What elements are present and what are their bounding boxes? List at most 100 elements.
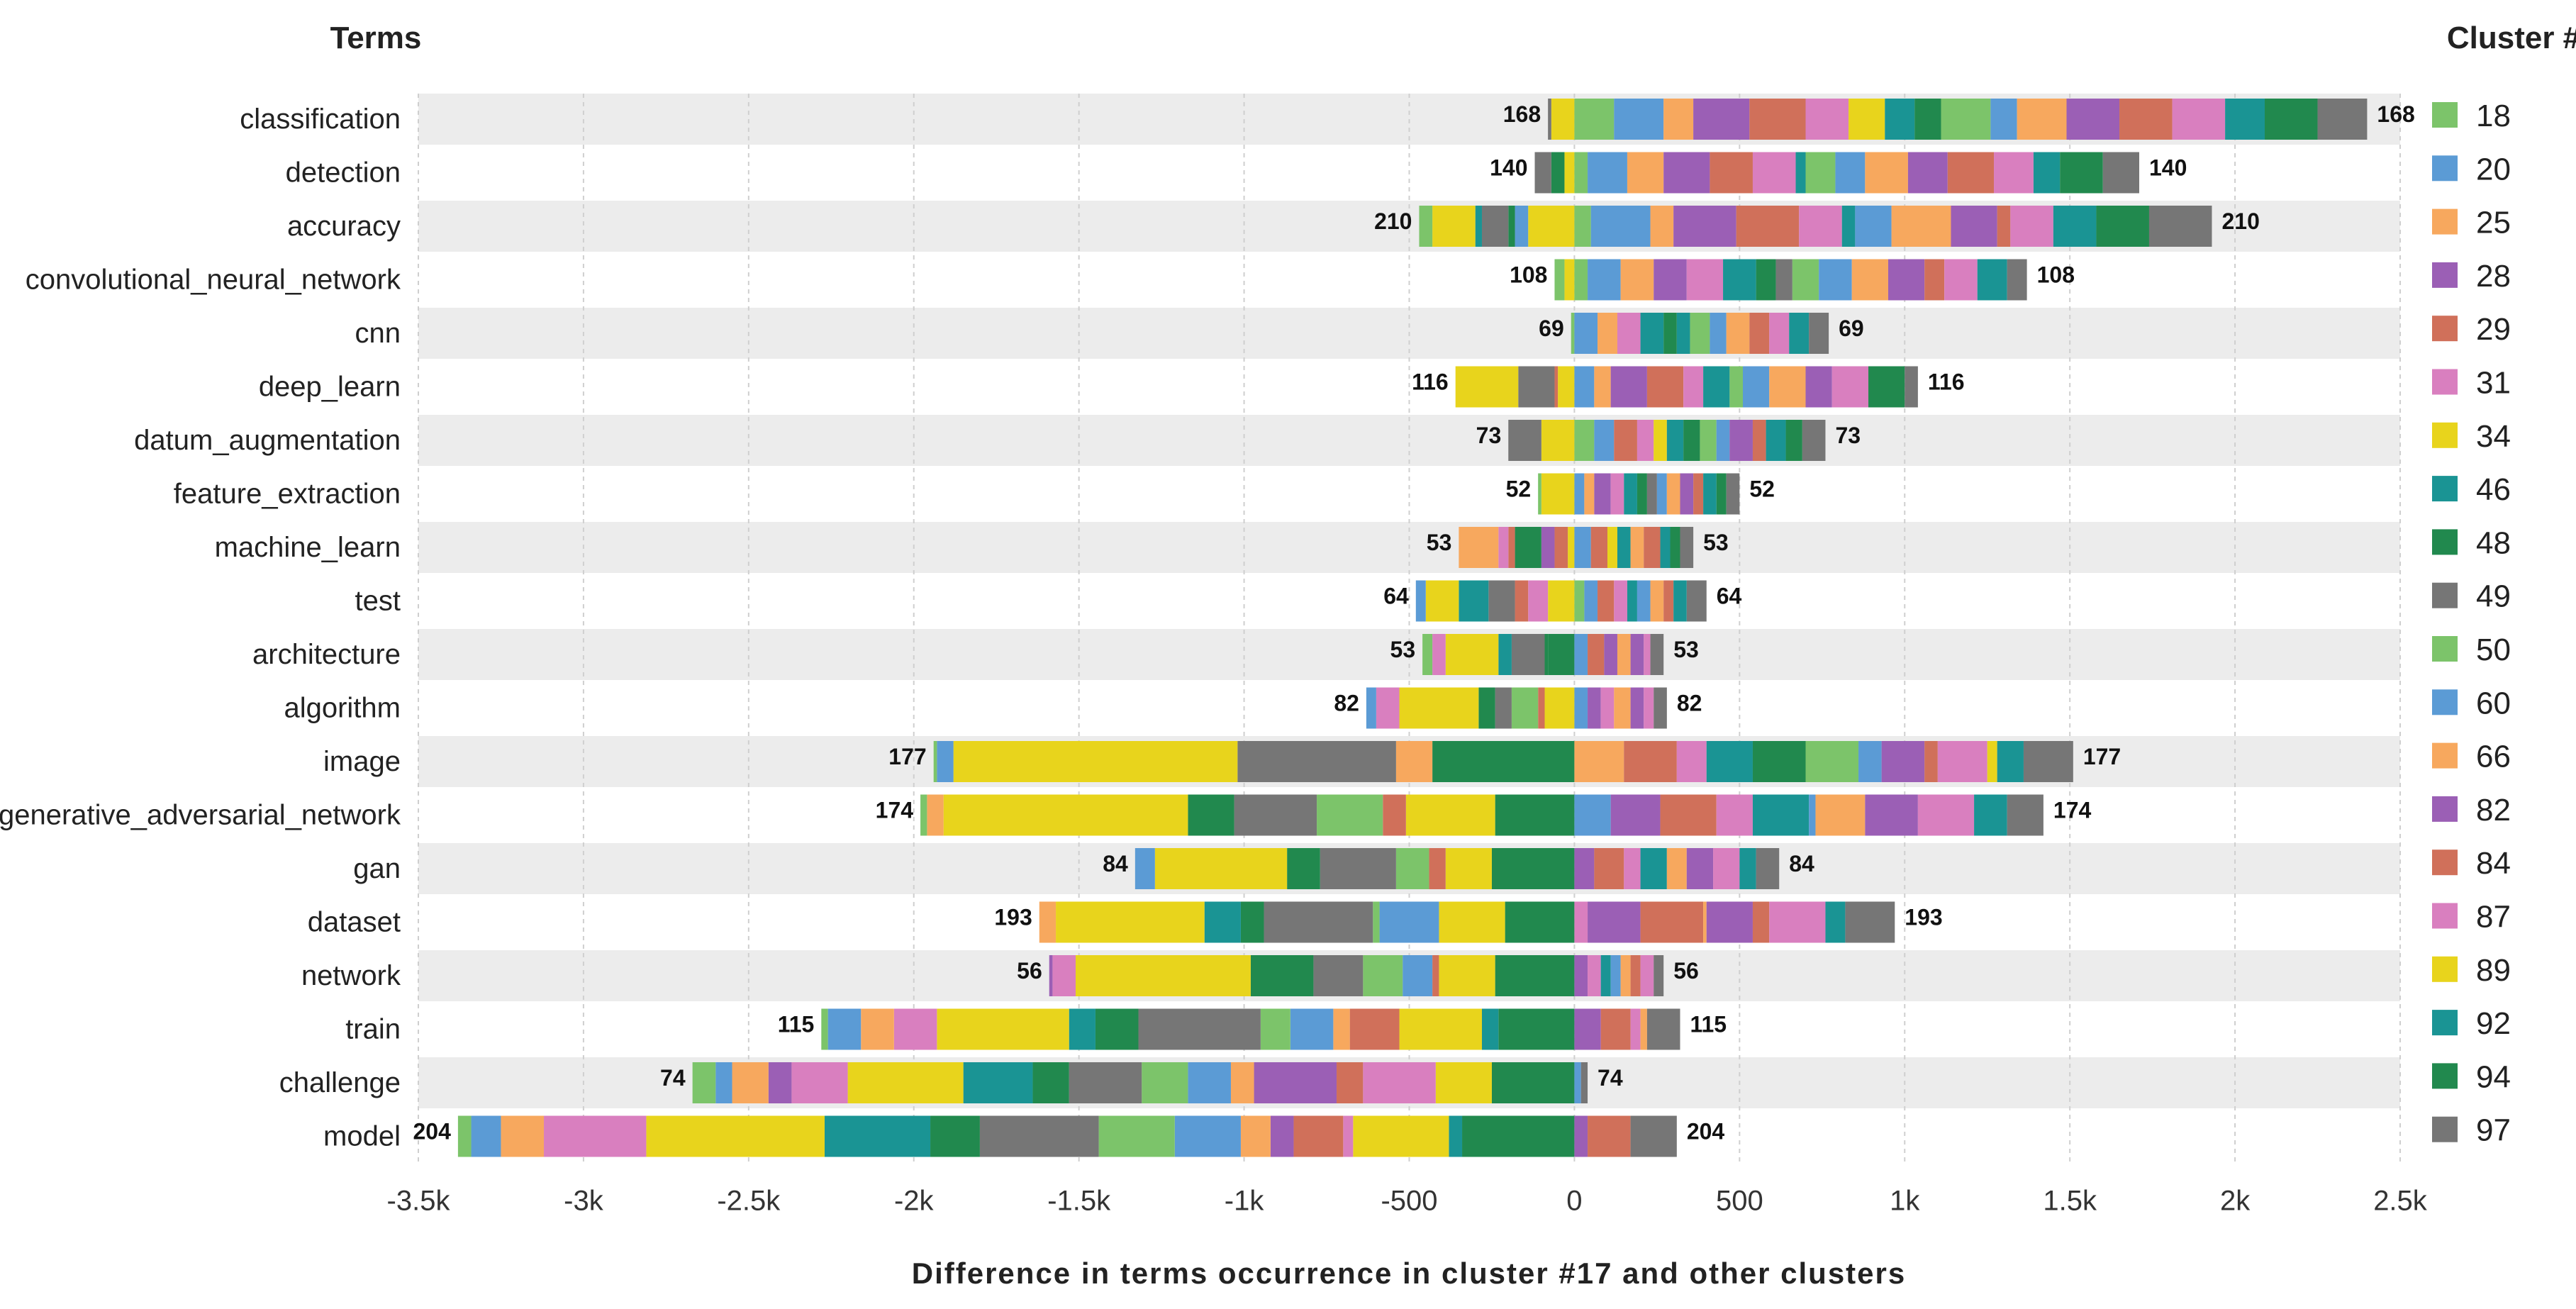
legend-label: 92 (2476, 1006, 2511, 1041)
bar-segment (1548, 634, 1575, 675)
bar-segment (1831, 366, 1869, 408)
bar-segment (1230, 1062, 1254, 1103)
bar-segment (1654, 420, 1667, 461)
bar-segment (1693, 473, 1704, 515)
bar-segment (1491, 1062, 1575, 1103)
bar-segment (1617, 313, 1641, 354)
bar-segment (1379, 901, 1439, 943)
bar-segment (1574, 741, 1624, 782)
legend-swatch (2432, 636, 2458, 662)
bar-segment (1138, 1008, 1261, 1050)
bar-segment (1756, 848, 1780, 889)
bar-segment (953, 741, 1238, 782)
bar-segment (1551, 152, 1565, 194)
bar-segment (1574, 152, 1588, 194)
bar-segment (1663, 580, 1674, 622)
term-label: generative_adversarial_network (0, 800, 401, 831)
x-tick-label: -3.5k (387, 1186, 451, 1217)
total-label-right: 64 (1717, 584, 1742, 609)
bar-segment (1841, 206, 1856, 247)
bar-segment (1650, 580, 1664, 622)
bar-segment (1660, 794, 1717, 836)
bar-segment (1287, 848, 1320, 889)
total-label-right: 116 (1928, 369, 1965, 395)
bar-segment (1752, 901, 1770, 943)
bar-segment (1785, 420, 1802, 461)
bar-segment (1419, 206, 1433, 247)
x-tick-label: -2.5k (717, 1186, 781, 1217)
bar-segment (1491, 848, 1575, 889)
legend-label: 28 (2476, 259, 2511, 294)
bar-segment (1650, 634, 1664, 675)
bar-segment (1881, 741, 1925, 782)
legend-swatch (2432, 1063, 2458, 1089)
bar-segment (1637, 420, 1654, 461)
bar-segment (1703, 901, 1707, 943)
bar-segment (1766, 420, 1786, 461)
bar-segment (1594, 366, 1611, 408)
bar-segment (1594, 420, 1615, 461)
total-label-left: 177 (888, 744, 926, 769)
bar-segment (1769, 366, 1806, 408)
total-label-right: 174 (2053, 798, 2092, 823)
bar-segment (1630, 1008, 1641, 1050)
bar-segment (1188, 1062, 1231, 1103)
bar-segment (1598, 580, 1615, 622)
bar-segment (544, 1115, 647, 1157)
bar-segment (1498, 1008, 1575, 1050)
bar-segment (1749, 313, 1770, 354)
bar-segment (2007, 259, 2027, 301)
bar-segment (1752, 420, 1766, 461)
bar-segment (1439, 955, 1495, 996)
bar-segment (1405, 794, 1495, 836)
bar-segment (1713, 848, 1740, 889)
bar-segment (1752, 152, 1796, 194)
bar-segment (1809, 313, 1829, 354)
legend-label: 18 (2476, 99, 2511, 133)
bar-segment (1726, 313, 1750, 354)
y-axis-title: Terms (330, 21, 422, 55)
legend-swatch (2432, 956, 2458, 982)
bar-segment (1706, 741, 1753, 782)
bar-segment (1686, 848, 1714, 889)
total-label-right: 168 (2377, 101, 2414, 127)
term-label: dataset (308, 907, 401, 938)
bar-segment (1630, 955, 1641, 996)
legend-label: 49 (2476, 579, 2511, 614)
term-label: convolutional_neural_network (26, 264, 401, 296)
bar-segment (1574, 420, 1595, 461)
x-tick-label: -500 (1381, 1186, 1437, 1217)
row-band (418, 415, 2400, 466)
legend-label: 31 (2476, 366, 2511, 401)
bar-segment (937, 741, 954, 782)
bar-segment (1478, 687, 1495, 729)
bar-segment (1588, 1115, 1631, 1157)
bar-segment (1941, 99, 1991, 140)
bar-segment (920, 794, 927, 836)
term-label: feature_extraction (174, 479, 401, 510)
bar-segment (1630, 634, 1644, 675)
bar-segment (1574, 1115, 1588, 1157)
legend-label: 87 (2476, 900, 2511, 935)
bar-segment (1855, 206, 1892, 247)
bar-segment (1032, 1062, 1069, 1103)
bar-segment (1726, 473, 1740, 515)
total-label-right: 84 (1789, 851, 1814, 876)
bar-segment (1558, 366, 1575, 408)
bar-segment (1835, 152, 1866, 194)
bar-segment (1574, 527, 1591, 568)
term-label: classification (240, 104, 401, 135)
bar-segment (1805, 366, 1832, 408)
total-label-right: 73 (1835, 423, 1861, 448)
bar-segment (1574, 848, 1595, 889)
bar-segment (1076, 955, 1251, 996)
bar-segment (1600, 1008, 1631, 1050)
bar-segment (1571, 313, 1575, 354)
legend-swatch (2432, 316, 2458, 342)
bar-segment (646, 1115, 825, 1157)
term-label: architecture (252, 639, 401, 670)
bar-segment (1574, 259, 1588, 301)
bar-segment (1640, 848, 1667, 889)
bar-segment (1049, 955, 1053, 996)
total-label-left: 174 (876, 798, 914, 823)
